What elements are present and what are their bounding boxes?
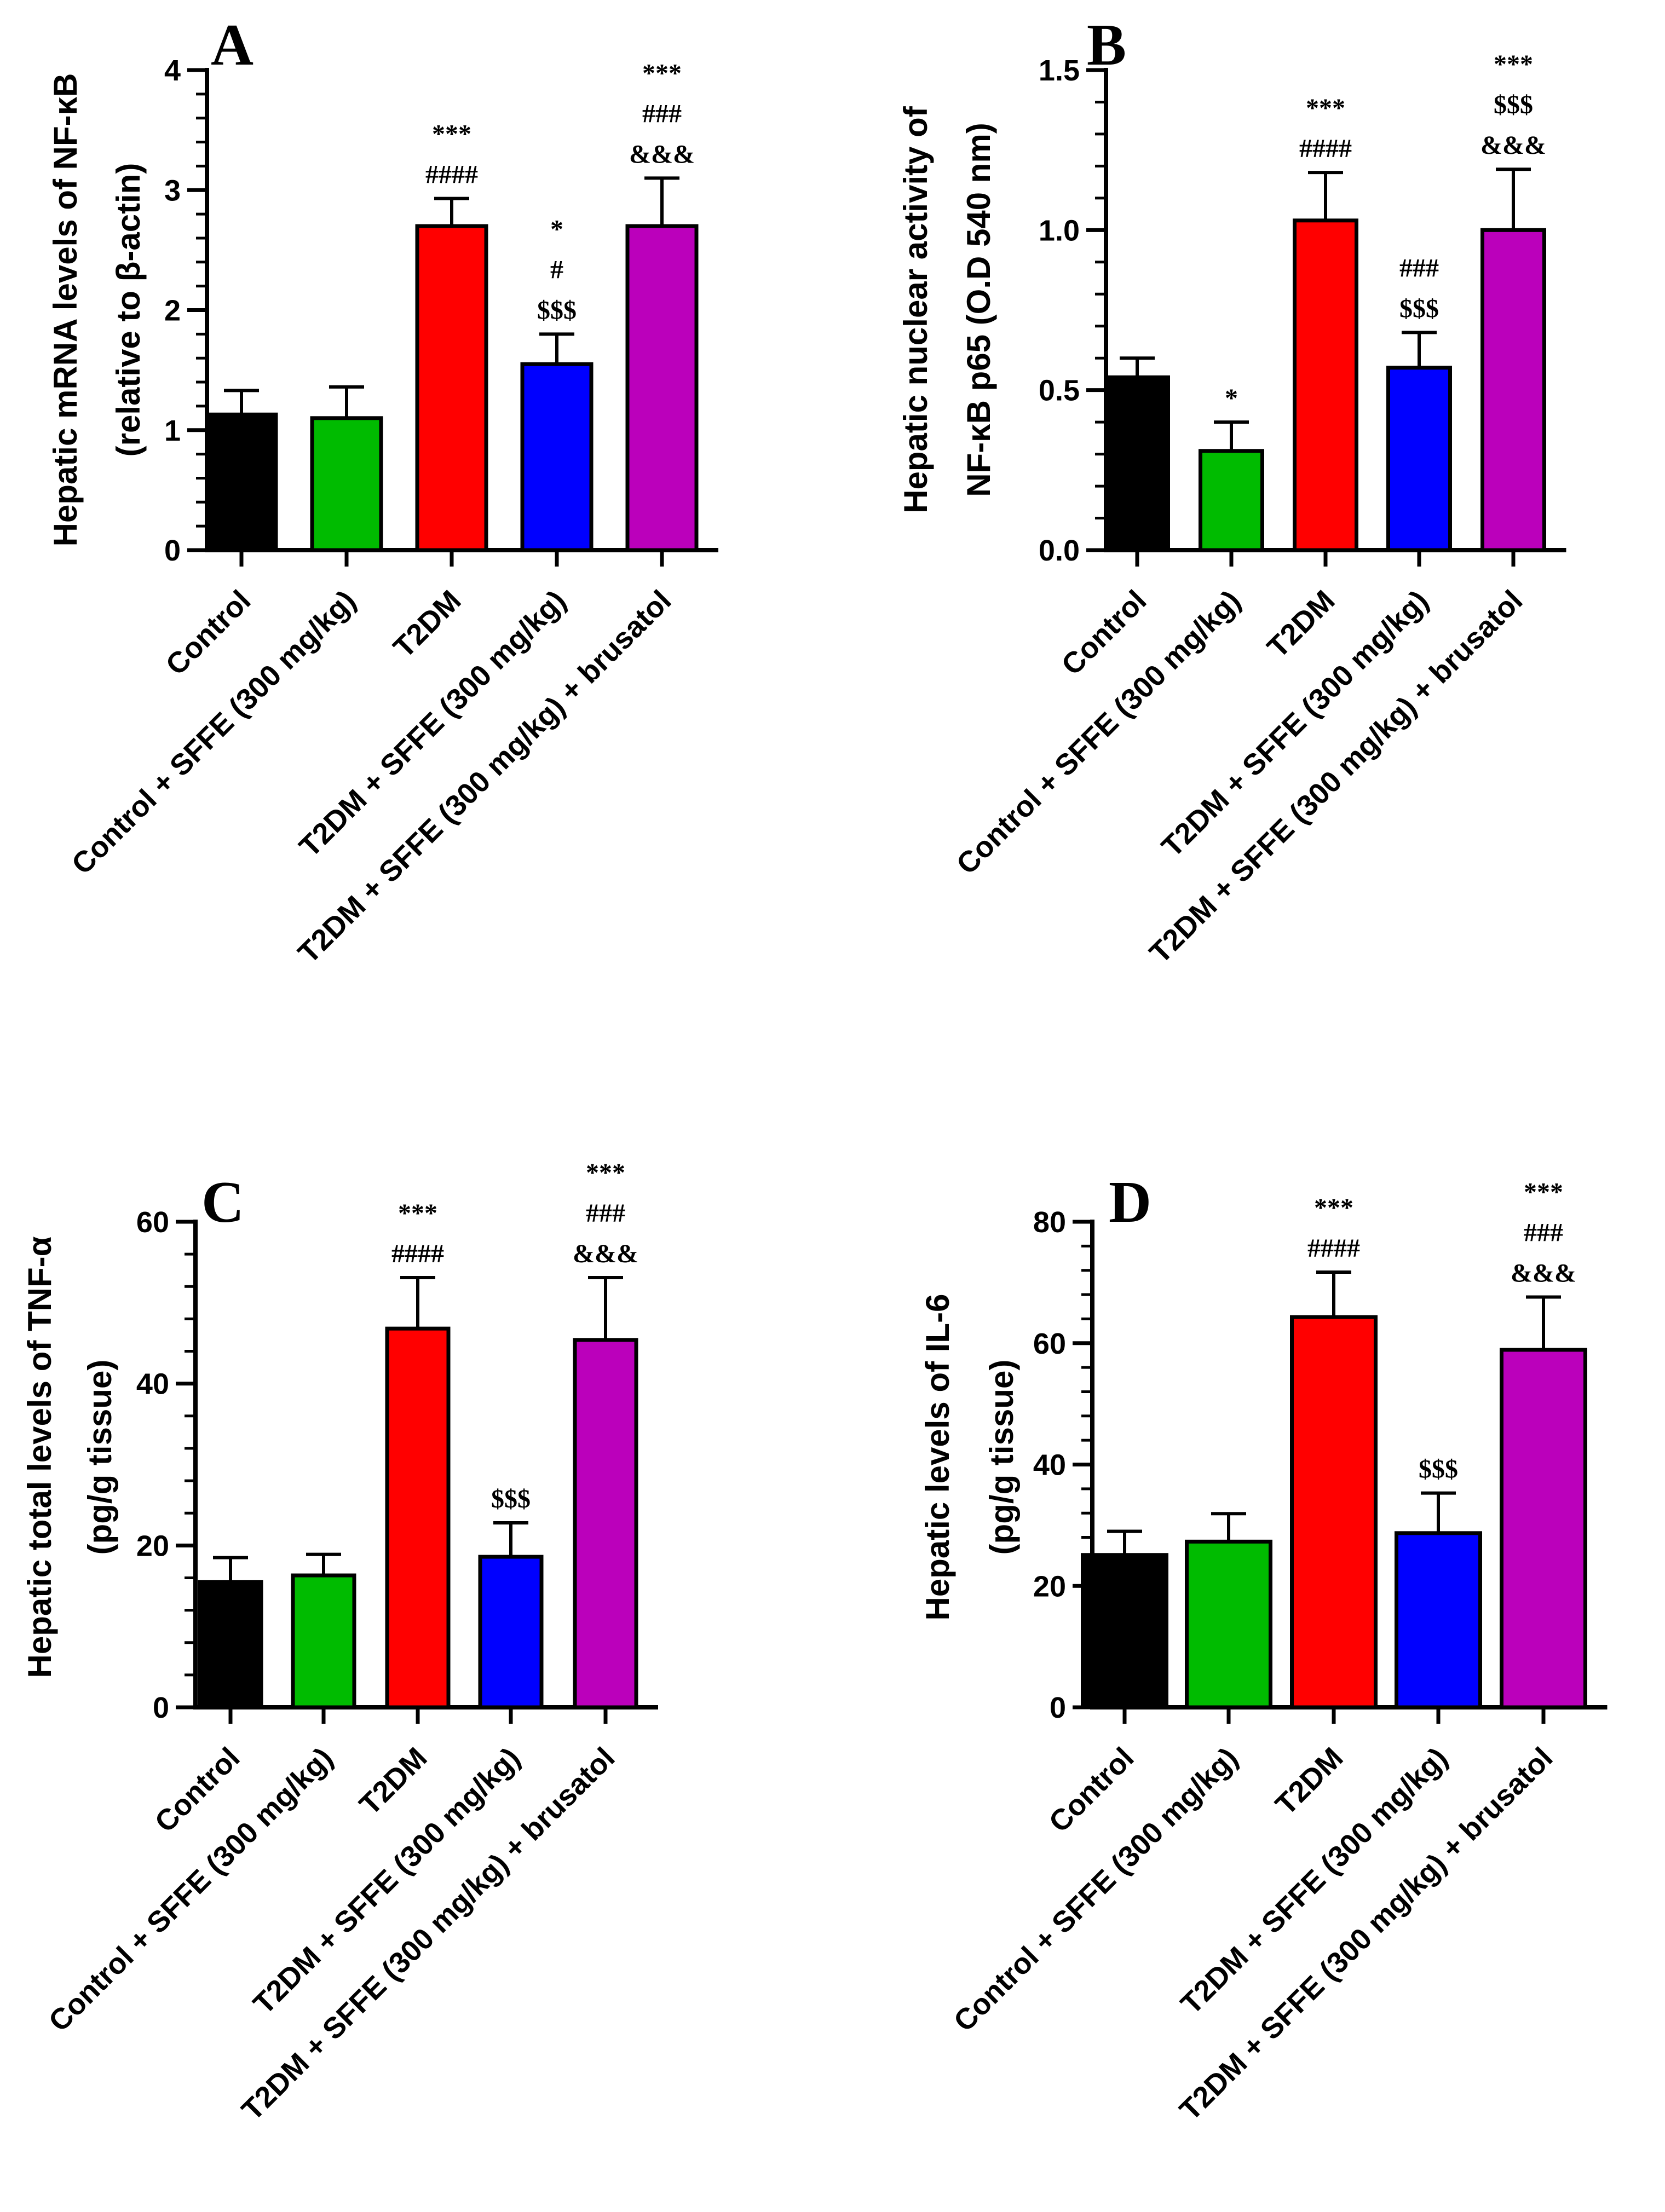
category-label: T2DM + SFFE (300 mg/kg) + brusatol <box>1173 1741 1559 2127</box>
y-tick-label: 4 <box>164 54 181 87</box>
y-axis-title-line-2: (relative to β-actin) <box>110 163 147 457</box>
significance-marker: $$$ <box>1419 1455 1458 1484</box>
bar-control-sffe <box>1185 1539 1272 1709</box>
y-tick-label: 1.5 <box>1039 54 1080 87</box>
y-axis-title-line-2: (pg/g tissue) <box>82 1360 118 1555</box>
significance-marker: $$$ <box>491 1485 531 1514</box>
y-tick-label: 0.0 <box>1039 534 1080 567</box>
y-tick-label: 0 <box>164 534 181 567</box>
category-label: Control <box>1042 1741 1140 1839</box>
significance-marker: ### <box>1399 253 1439 282</box>
y-tick-label: 80 <box>1033 1206 1066 1239</box>
significance-marker: * <box>1225 384 1238 413</box>
significance-marker: $$$ <box>1494 90 1533 119</box>
significance-marker: * <box>550 215 563 244</box>
category-label: Control <box>1055 584 1153 681</box>
bar-t2dm-sffe <box>520 362 594 552</box>
y-axis-title-line-1: Hepatic nuclear activity of <box>897 106 934 513</box>
panel-letter-a: A <box>211 13 254 78</box>
significance-marker: #### <box>425 160 478 189</box>
bar-t2dm-sffe <box>1395 1531 1482 1709</box>
panel-letter-c: C <box>201 1170 244 1235</box>
significance-marker: #### <box>1307 1234 1360 1263</box>
significance-marker: #### <box>391 1239 444 1268</box>
significance-marker: ### <box>586 1199 625 1228</box>
category-label: T2DM <box>353 1741 433 1821</box>
significance-marker: *** <box>642 59 682 88</box>
category-label: T2DM <box>387 584 467 664</box>
y-tick-label: 0 <box>153 1691 169 1724</box>
category-label: T2DM + SFFE (300 mg/kg) + brusatol <box>292 584 677 969</box>
bar-t2dm-sffe-brusatol <box>1480 228 1546 552</box>
y-tick-label: 60 <box>136 1206 169 1239</box>
category-label: T2DM <box>1261 584 1341 664</box>
bar-t2dm <box>415 224 488 552</box>
y-tick-label: 0.5 <box>1039 374 1080 407</box>
bar-control-sffe <box>310 416 383 552</box>
chart-panel-c: C Hepatic total levels of TNF-α (pg/g tiss… <box>21 1158 658 2127</box>
bar-t2dm-sffe-brusatol <box>1500 1348 1587 1709</box>
significance-marker: *** <box>1314 1193 1353 1222</box>
y-tick-label: 60 <box>1033 1327 1066 1360</box>
y-tick-label: 40 <box>1033 1449 1066 1482</box>
y-axis-title-line-2: NF-κB p65 (O.D 540 nm) <box>960 123 997 497</box>
bar-t2dm-sffe-brusatol <box>625 224 699 552</box>
y-tick-label: 40 <box>136 1368 169 1401</box>
significance-marker: # <box>550 255 563 284</box>
chart-panel-d: D Hepatic levels of IL-6 (pg/g tissue) 0 20 4… <box>919 1170 1608 2127</box>
significance-marker: &&& <box>573 1239 638 1268</box>
significance-marker: $$$ <box>1399 294 1439 323</box>
y-tick-label: 0 <box>1050 1691 1066 1724</box>
bar-t2dm <box>1290 1315 1378 1709</box>
y-axis-title-line-1: Hepatic total levels of TNF-α <box>21 1236 58 1678</box>
y-tick-label: 20 <box>136 1529 169 1562</box>
y-tick-label: 1 <box>164 414 181 447</box>
bar-t2dm <box>1293 218 1358 552</box>
bar-control <box>1104 375 1170 552</box>
bar-control <box>1081 1553 1168 1709</box>
significance-marker: &&& <box>1480 131 1546 160</box>
significance-marker: *** <box>1306 94 1345 123</box>
significance-marker: *** <box>398 1199 437 1228</box>
panel-letter-b: B <box>1087 13 1126 78</box>
category-label: T2DM <box>1269 1741 1349 1821</box>
significance-marker: &&& <box>629 140 695 169</box>
y-axis-title-line-1: Hepatic levels of IL-6 <box>919 1294 956 1621</box>
y-axis-title-line-1: Hepatic mRNA levels of NF-κB <box>47 73 84 547</box>
chart-panel-a: A Hepatic mRNA levels of NF-κB (relative t… <box>47 13 718 969</box>
bar-control-sffe <box>1199 449 1264 552</box>
significance-marker: #### <box>1299 134 1352 163</box>
significance-marker: *** <box>1494 50 1533 79</box>
y-tick-label: 2 <box>164 294 181 327</box>
bar-control <box>205 412 278 552</box>
significance-marker: &&& <box>1511 1258 1576 1287</box>
y-tick-label: 3 <box>164 174 181 207</box>
significance-marker: ### <box>1524 1218 1563 1247</box>
chart-panel-b: B Hepatic nuclear activity of NF-κB p65 (O… <box>897 13 1566 969</box>
bar-control-sffe <box>291 1573 356 1709</box>
category-label: Control <box>148 1741 246 1839</box>
bar-t2dm-sffe <box>478 1555 544 1709</box>
y-tick-label: 1.0 <box>1039 214 1080 247</box>
panel-letter-d: D <box>1109 1170 1151 1235</box>
significance-marker: $$$ <box>537 296 577 325</box>
significance-marker: *** <box>1524 1177 1563 1206</box>
y-tick-label: 20 <box>1033 1570 1066 1603</box>
significance-marker: *** <box>586 1158 625 1187</box>
y-axis-title-line-2: (pg/g tissue) <box>983 1360 1020 1555</box>
category-label: Control <box>159 584 257 681</box>
bar-t2dm <box>385 1326 451 1709</box>
bar-control <box>198 1580 263 1709</box>
significance-marker: *** <box>432 120 471 149</box>
bar-t2dm-sffe-brusatol <box>573 1338 638 1709</box>
significance-marker: ### <box>642 99 682 128</box>
bar-t2dm-sffe <box>1386 366 1452 552</box>
